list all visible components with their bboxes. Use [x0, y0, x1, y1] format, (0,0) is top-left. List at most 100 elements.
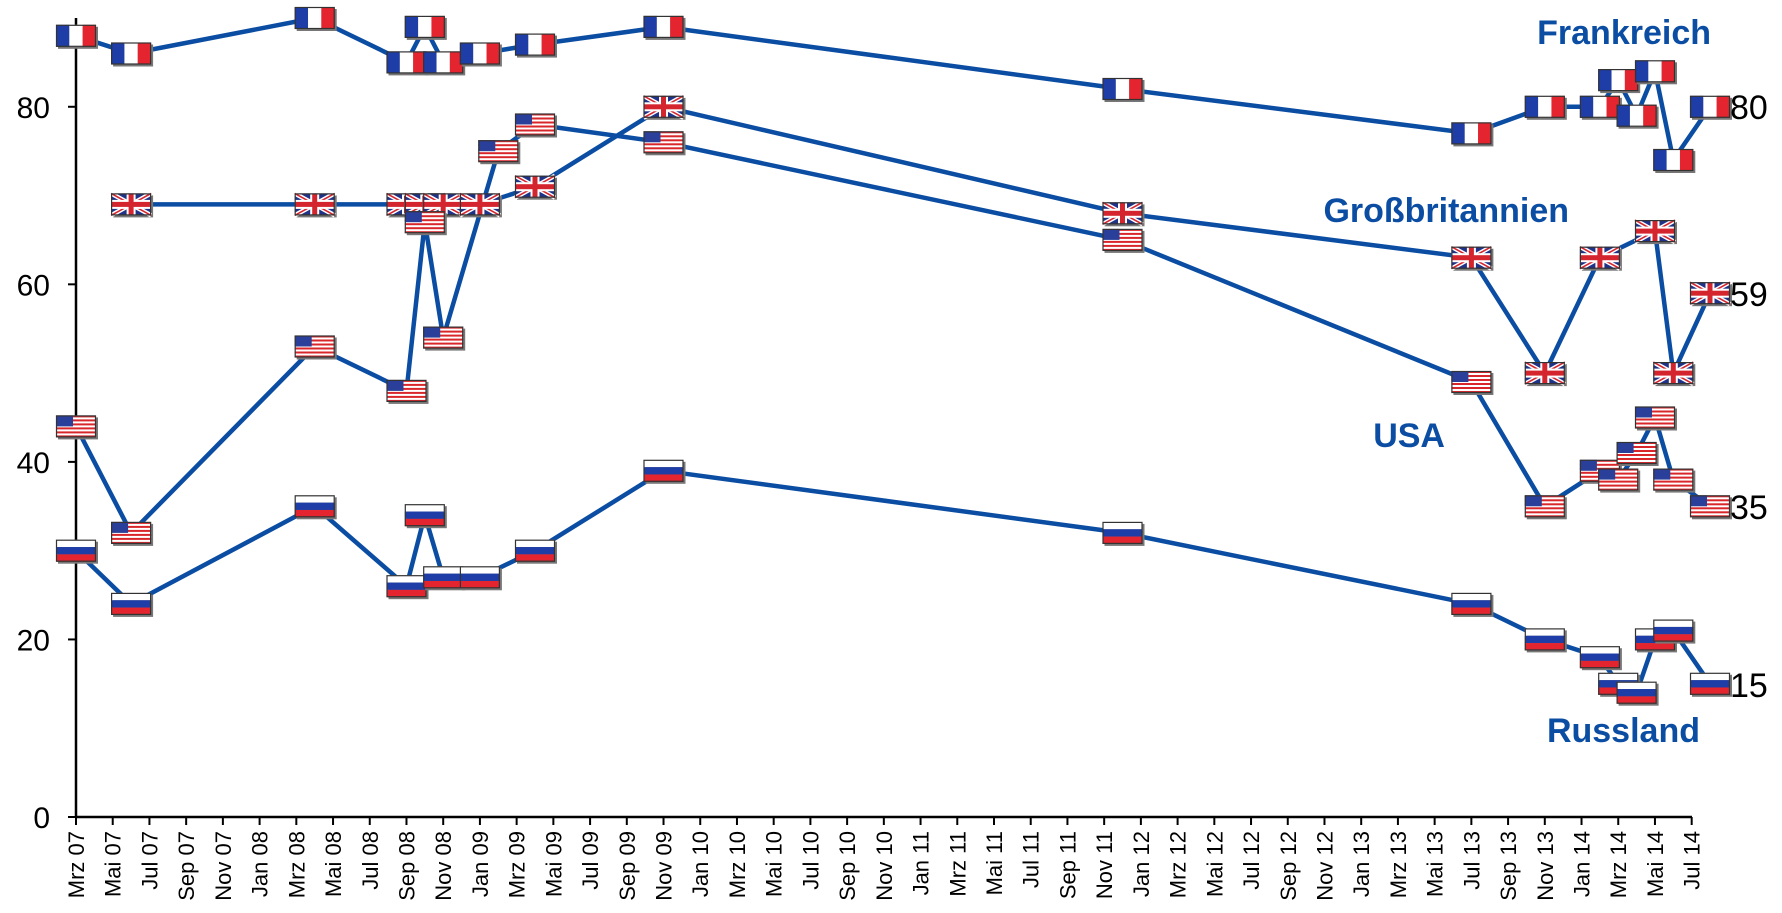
uk-flag-marker [1652, 360, 1696, 387]
y-tick-label: 0 [33, 802, 50, 835]
uk-flag-marker [642, 93, 686, 120]
x-tick-label: Sep 13 [1496, 831, 1521, 901]
x-tick-label: Jan 13 [1349, 831, 1374, 897]
russia-flag-marker [55, 539, 98, 564]
uk-flag-marker [293, 191, 337, 218]
uk-flag-marker [1101, 200, 1145, 227]
x-tick-label: Mai 08 [321, 831, 346, 897]
x-tick-label: Sep 11 [1055, 831, 1080, 899]
usa-flag-marker [1616, 441, 1659, 466]
x-tick-label: Mai 13 [1423, 831, 1448, 897]
uk-flag-marker [1450, 244, 1494, 271]
usa-flag-marker [386, 379, 429, 404]
x-tick-label: Sep 08 [394, 831, 419, 901]
x-tick-label: Nov 08 [431, 831, 456, 901]
x-tick-label: Jan 08 [248, 831, 273, 897]
x-tick-label: Mrz 13 [1386, 831, 1411, 898]
russia-flag-marker [643, 459, 686, 484]
x-tick-label: Mrz 08 [284, 831, 309, 898]
france-flag-marker [55, 24, 98, 49]
y-tick-label: 40 [17, 447, 50, 480]
y-tick-label: 20 [17, 624, 50, 657]
x-tick-label: Jul 14 [1680, 831, 1705, 890]
x-tick-label: Mrz 14 [1606, 831, 1631, 898]
usa-flag-marker [110, 521, 154, 546]
france-flag-marker [386, 51, 429, 76]
x-tick-label: Jul 09 [578, 831, 603, 890]
russia-flag-marker [1102, 521, 1145, 546]
usa-flag-marker [643, 131, 686, 156]
france-flag-marker [423, 51, 466, 76]
russia-flag-marker [514, 539, 557, 564]
x-tick-label: Nov 09 [652, 831, 677, 901]
uk-flag-marker [110, 191, 154, 218]
x-tick-label: Mrz 07 [64, 831, 89, 898]
x-tick-label: Mrz 10 [725, 831, 750, 898]
france-flag-marker [404, 15, 447, 40]
x-tick-label: Mai 07 [101, 831, 126, 897]
x-tick-label: Jan 10 [688, 831, 713, 897]
france-flag-marker [1102, 77, 1145, 102]
x-tick-label: Sep 09 [615, 831, 640, 901]
usa-flag-marker [423, 326, 466, 351]
russia-flag-marker [110, 592, 154, 617]
usa-flag-marker [1653, 468, 1696, 493]
x-tick-label: Jul 07 [137, 831, 162, 890]
x-tick-label: Nov 10 [872, 831, 897, 901]
x-tick-label: Sep 07 [174, 831, 199, 901]
y-tick-label: 60 [17, 269, 50, 302]
russia-flag-marker [386, 575, 429, 600]
france-flag-marker [1653, 148, 1696, 173]
usa-flag-marker [478, 140, 521, 165]
axes [74, 18, 1692, 819]
uk-flag-marker [1688, 280, 1732, 307]
y-tick-label: 80 [17, 92, 50, 125]
x-tick-label: Mai 11 [982, 831, 1007, 895]
series-labels: Frankreich Großbritannien USA Russland 8… [1323, 14, 1767, 750]
russia-flag-marker [294, 495, 337, 520]
russia-flag-marker [404, 504, 447, 529]
uk-flag-marker [458, 191, 502, 218]
x-tick-label: Nov 12 [1312, 831, 1337, 901]
uk-flag-marker [513, 173, 557, 200]
x-tick-label: Mrz 11 [945, 831, 970, 897]
france-flag-marker [1598, 68, 1641, 94]
france-flag-marker [110, 42, 154, 67]
series-name-usa: USA [1373, 417, 1445, 455]
usa-flag-marker [1598, 468, 1641, 493]
series-name-frankreich: Frankreich [1537, 14, 1711, 52]
x-tick-label: Sep 10 [835, 831, 860, 901]
x-tick-label: Jul 11 [1019, 831, 1044, 888]
france-flag-marker [643, 15, 686, 40]
y-tick-labels: 0 20 40 60 80 [17, 92, 76, 835]
russia-flag-marker [1653, 619, 1696, 644]
france-flag-marker [1524, 95, 1567, 120]
series-line-2 [74, 122, 1712, 536]
russia-flag-marker [1616, 681, 1659, 706]
series-markers [55, 6, 1732, 706]
x-tick-label: Mai 09 [541, 831, 566, 897]
russia-flag-marker [1451, 592, 1494, 617]
usa-flag-marker [294, 335, 337, 360]
russia-flag-marker [423, 566, 466, 591]
usa-flag-marker [1634, 406, 1677, 431]
uk-flag-marker [1523, 360, 1567, 387]
x-tick-label: Jul 13 [1459, 831, 1484, 890]
x-tick-label: Jan 09 [468, 831, 493, 897]
x-tick-label: Mai 10 [762, 831, 787, 897]
russia-flag-marker [1579, 646, 1622, 671]
france-flag-marker [459, 42, 502, 67]
usa-flag-marker [1524, 495, 1567, 520]
usa-flag-marker [1451, 370, 1494, 395]
russia-flag-marker [459, 566, 502, 591]
france-flag-marker [1451, 122, 1494, 147]
france-flag-marker [1579, 95, 1622, 120]
x-tick-label: Jul 08 [358, 831, 383, 890]
france-flag-marker [514, 33, 557, 58]
x-tick-label: Nov 13 [1533, 831, 1558, 901]
x-tick-label: Jan 11 [909, 831, 934, 895]
x-tick-label: Mai 14 [1643, 831, 1668, 897]
usa-flag-marker [404, 211, 447, 236]
france-flag-marker [1616, 104, 1659, 129]
